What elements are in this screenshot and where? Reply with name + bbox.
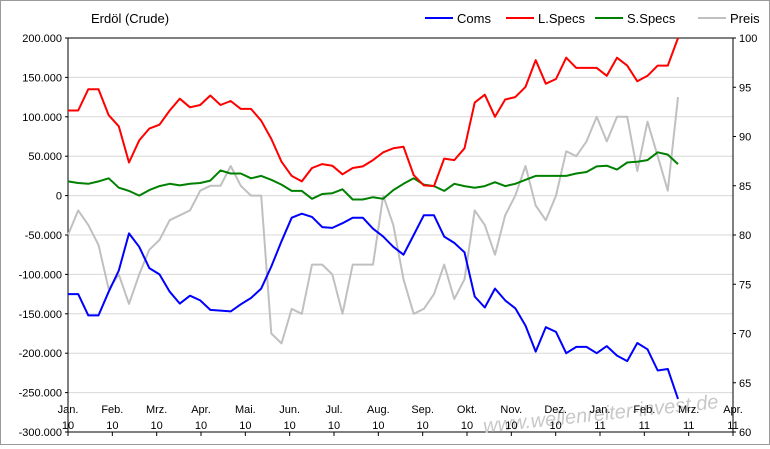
legend-label-l-specs: L.Specs bbox=[538, 11, 585, 26]
x-tick-month-label: Feb. bbox=[101, 404, 123, 416]
x-tick-year-label: 10 bbox=[461, 420, 473, 432]
y-left-tick-label: 200.000 bbox=[22, 33, 62, 45]
x-tick-month-label: Nov. bbox=[500, 404, 522, 416]
y-left-tick-label: -50.000 bbox=[25, 230, 62, 242]
series-line-l-specs bbox=[68, 37, 679, 188]
y-left-tick-label: 100.000 bbox=[22, 112, 62, 124]
y-right-tick-label: 60 bbox=[739, 427, 751, 439]
x-tick-month-label: Okt. bbox=[457, 404, 477, 416]
x-tick-year-label: 10 bbox=[328, 420, 340, 432]
x-tick-month-label: Mrz. bbox=[678, 404, 699, 416]
x-tick-month-label: Aug. bbox=[367, 404, 390, 416]
y-left-tick-label: 150.000 bbox=[22, 72, 62, 84]
y-left-tick-label: -100.000 bbox=[19, 269, 62, 281]
y-right-tick-label: 80 bbox=[739, 230, 751, 242]
x-tick-year-label: 10 bbox=[106, 420, 118, 432]
x-tick-year-label: 10 bbox=[62, 420, 74, 432]
legend: Coms L.Specs S.Specs Preis bbox=[425, 11, 760, 26]
x-tick-month-label: Jun. bbox=[279, 404, 300, 416]
series-layer bbox=[67, 37, 679, 400]
y-left-tick-label: -250.000 bbox=[19, 388, 62, 400]
x-tick-month-label: Feb. bbox=[633, 404, 655, 416]
x-tick-year-label: 10 bbox=[151, 420, 163, 432]
y-axis-right: 100 95 90 85 80 75 70 65 60 bbox=[733, 33, 757, 439]
x-tick-month-label: Sep. bbox=[411, 404, 434, 416]
y-left-tick-label: -300.000 bbox=[19, 427, 62, 439]
series-line-preis bbox=[67, 96, 679, 345]
legend-label-preis: Preis bbox=[730, 11, 760, 26]
y-left-tick-label: 0 bbox=[56, 191, 62, 203]
y-right-tick-label: 100 bbox=[739, 33, 757, 45]
series-line-coms bbox=[68, 212, 679, 400]
y-left-tick-label: 50.000 bbox=[28, 151, 62, 163]
grid-layer bbox=[68, 37, 733, 433]
y-right-tick-label: 75 bbox=[739, 279, 751, 291]
x-tick-year-label: 11 bbox=[639, 420, 650, 432]
y-left-tick-label: -150.000 bbox=[19, 309, 62, 321]
legend-label-coms: Coms bbox=[457, 11, 491, 26]
y-right-tick-label: 65 bbox=[739, 378, 751, 390]
x-tick-year-label: 10 bbox=[195, 420, 207, 432]
y-left-tick-label: -200.000 bbox=[19, 348, 62, 360]
y-right-tick-label: 95 bbox=[739, 82, 751, 94]
x-tick-year-label: 10 bbox=[284, 420, 296, 432]
y-right-tick-label: 90 bbox=[739, 132, 751, 144]
x-tick-year-label: 10 bbox=[239, 420, 251, 432]
x-tick-year-label: 10 bbox=[550, 420, 562, 432]
x-tick-year-label: 11 bbox=[727, 420, 738, 432]
x-tick-year-label: 11 bbox=[594, 420, 605, 432]
x-tick-month-label: Apr. bbox=[191, 404, 211, 416]
x-tick-month-label: Dez. bbox=[544, 404, 567, 416]
x-tick-month-label: Jul. bbox=[325, 404, 342, 416]
x-tick-year-label: 10 bbox=[372, 420, 384, 432]
y-axis-left: 200.000 150.000 100.000 50.000 0 -50.000 -100.… bbox=[19, 33, 68, 439]
x-tick-month-label: Mrz. bbox=[146, 404, 167, 416]
chart-title: Erdöl (Crude) bbox=[91, 11, 169, 26]
series-line-s-specs bbox=[67, 151, 679, 201]
x-tick-year-label: 10 bbox=[505, 420, 517, 432]
x-tick-year-label: 10 bbox=[417, 420, 429, 432]
x-tick-year-label: 11 bbox=[683, 420, 694, 432]
x-tick-month-label: Mai. bbox=[235, 404, 256, 416]
y-right-tick-label: 85 bbox=[739, 181, 751, 193]
x-tick-month-label: Jan. bbox=[590, 404, 611, 416]
legend-label-s-specs: S.Specs bbox=[627, 11, 676, 26]
x-tick-month-label: Jan. bbox=[58, 404, 79, 416]
y-right-tick-label: 70 bbox=[739, 329, 751, 341]
x-axis: Jan. 10 Feb. 10 Mrz. 10 Apr. 10 Mai. 10 Jun. 10 Jul.… bbox=[58, 404, 743, 436]
x-tick-month-label: Apr. bbox=[723, 404, 743, 416]
